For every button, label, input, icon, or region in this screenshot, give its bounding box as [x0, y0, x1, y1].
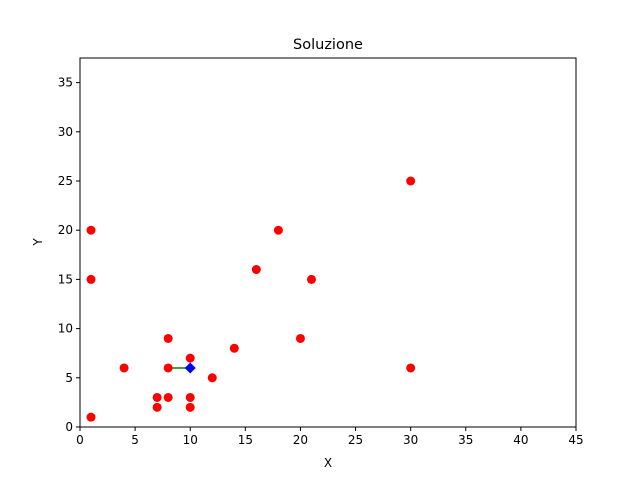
x-tick-label: 10: [183, 433, 198, 447]
data-points: [86, 176, 416, 422]
circle-point: [306, 274, 316, 284]
y-tick-label: 5: [65, 371, 73, 385]
x-tick-label: 0: [76, 433, 84, 447]
x-tick-label: 5: [131, 433, 139, 447]
circle-point: [406, 363, 416, 373]
x-tick-label: 15: [238, 433, 253, 447]
circle-point: [185, 353, 195, 363]
y-tick-label: 25: [58, 174, 73, 188]
circle-point: [86, 225, 96, 235]
plot-area-frame: [79, 57, 577, 428]
circle-point: [119, 363, 129, 373]
circle-point: [406, 176, 416, 186]
axis-ticks: 0 5 10 15 20 25 30 35 40 45 0 5 10 15 20 25 30 35: [58, 76, 584, 447]
circle-point: [86, 274, 96, 284]
y-tick-label: 30: [58, 125, 73, 139]
y-tick-label: 20: [58, 223, 73, 237]
circle-point: [273, 225, 283, 235]
circle-point: [229, 343, 239, 353]
x-tick-label: 40: [513, 433, 528, 447]
circle-point: [163, 392, 173, 402]
x-axis-label: X: [324, 456, 332, 470]
x-tick-label: 25: [348, 433, 363, 447]
circle-point: [152, 392, 162, 402]
diamond-point: [184, 362, 196, 374]
circle-point: [163, 333, 173, 343]
circle-point: [251, 265, 261, 275]
y-tick-label: 15: [58, 272, 73, 286]
chart-title: Soluzione: [293, 37, 363, 53]
x-tick-label: 30: [403, 433, 418, 447]
circle-point: [295, 333, 305, 343]
y-axis-label: Y: [31, 238, 45, 247]
circle-point: [152, 402, 162, 412]
x-tick-label: 20: [293, 433, 308, 447]
circle-point: [163, 363, 173, 373]
y-tick-label: 35: [58, 76, 73, 90]
circle-point: [86, 412, 96, 422]
circle-point: [207, 373, 217, 383]
x-tick-label: 45: [568, 433, 583, 447]
circle-point: [185, 402, 195, 412]
y-tick-label: 0: [65, 420, 73, 434]
circle-point: [185, 392, 195, 402]
y-tick-label: 10: [58, 322, 73, 336]
x-tick-label: 35: [458, 433, 473, 447]
